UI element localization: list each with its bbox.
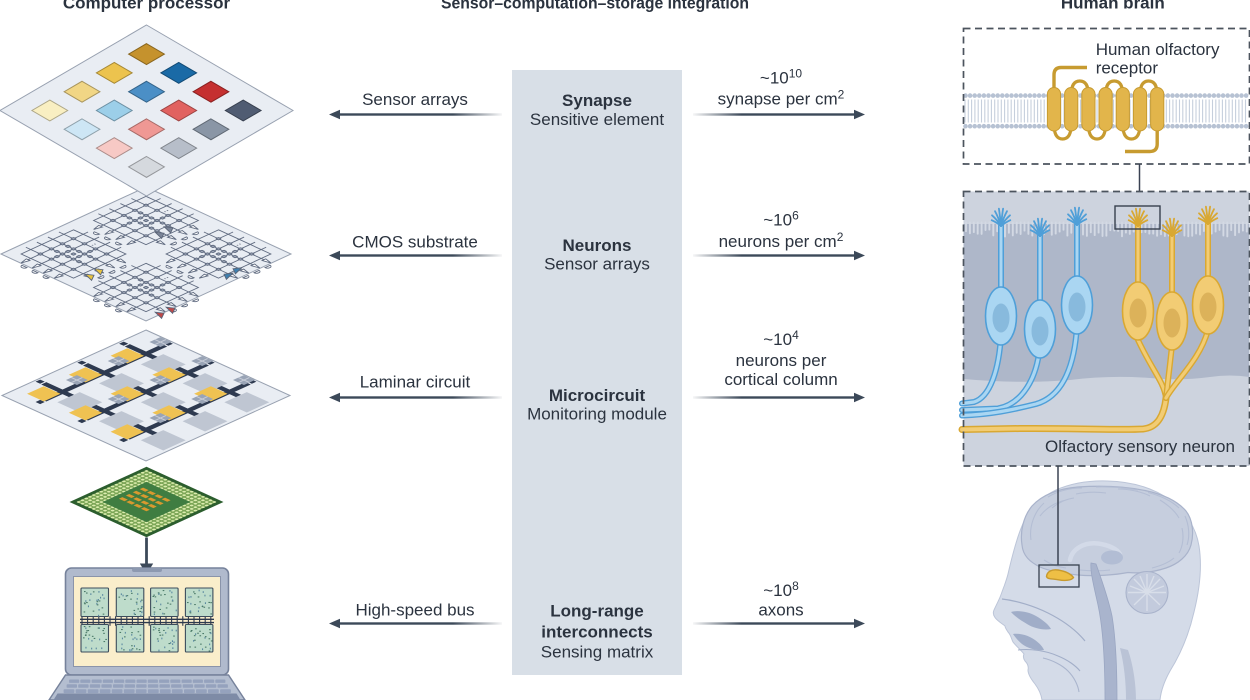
svg-text:Long-range: Long-range bbox=[550, 602, 644, 621]
svg-text:Sensor arrays: Sensor arrays bbox=[362, 90, 468, 109]
svg-text:neurons per cm2: neurons per cm2 bbox=[719, 230, 844, 251]
svg-text:~1010: ~1010 bbox=[760, 67, 803, 88]
svg-text:~106: ~106 bbox=[763, 209, 799, 230]
svg-text:High-speed bus: High-speed bus bbox=[355, 601, 474, 620]
svg-text:Laminar circuit: Laminar circuit bbox=[360, 373, 471, 392]
svg-text:Sensor–computation–storage int: Sensor–computation–storage integration bbox=[441, 0, 749, 13]
svg-text:Sensitive element: Sensitive element bbox=[530, 110, 664, 129]
svg-text:receptor: receptor bbox=[1096, 59, 1159, 78]
svg-text:Olfactory sensory neuron: Olfactory sensory neuron bbox=[1045, 437, 1235, 456]
svg-text:Sensing matrix: Sensing matrix bbox=[541, 643, 654, 662]
svg-text:neurons per: neurons per bbox=[736, 351, 827, 370]
svg-text:~104: ~104 bbox=[763, 328, 799, 349]
svg-text:Computer processor: Computer processor bbox=[63, 0, 231, 13]
svg-text:Human brain: Human brain bbox=[1061, 0, 1165, 13]
svg-text:synapse per cm2: synapse per cm2 bbox=[718, 88, 845, 109]
svg-text:Monitoring module: Monitoring module bbox=[527, 405, 667, 424]
svg-text:Human olfactory: Human olfactory bbox=[1096, 40, 1220, 59]
svg-text:~108: ~108 bbox=[763, 579, 799, 600]
svg-text:Neurons: Neurons bbox=[563, 236, 632, 255]
svg-text:Sensor arrays: Sensor arrays bbox=[544, 255, 650, 274]
svg-text:CMOS substrate: CMOS substrate bbox=[352, 233, 478, 252]
svg-text:cortical column: cortical column bbox=[724, 370, 837, 389]
svg-text:axons: axons bbox=[758, 601, 803, 620]
svg-text:Synapse: Synapse bbox=[562, 91, 632, 110]
svg-text:interconnects: interconnects bbox=[541, 623, 652, 642]
svg-text:Microcircuit: Microcircuit bbox=[549, 386, 646, 405]
